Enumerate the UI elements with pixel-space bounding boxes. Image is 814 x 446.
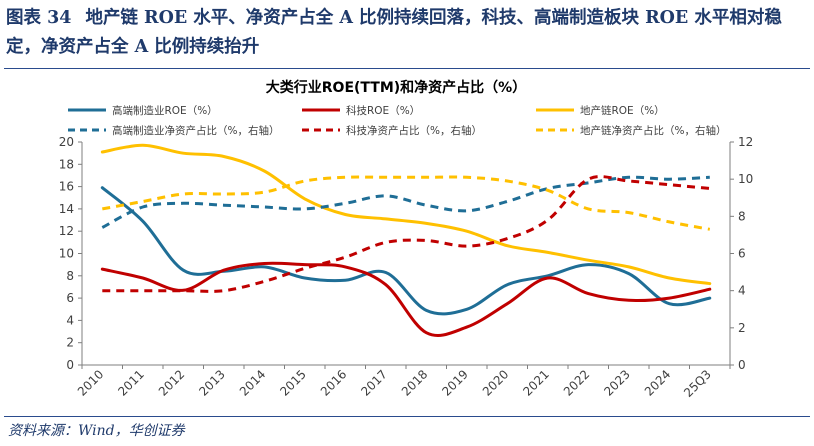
source-note: 资料来源：Wind，华创证券	[8, 423, 185, 439]
legend-label-5: 科技净资产占比（%，右轴）	[346, 124, 482, 137]
x-tick-label: 2014	[237, 367, 268, 398]
left-tick-label: 4	[66, 313, 74, 327]
left-tick-label: 8	[66, 269, 74, 283]
x-tick-label: 2021	[520, 367, 551, 398]
legend-label-4: 高端制造业净资产占比（%，右轴）	[112, 124, 279, 137]
legend-label-6: 地产链净资产占比（%，右轴）	[580, 124, 726, 137]
left-tick-label: 10	[59, 247, 74, 261]
legend-label-3: 地产链ROE（%）	[580, 104, 665, 117]
left-tick-label: 20	[59, 135, 74, 149]
x-tick-label: 2012	[156, 367, 187, 398]
chart-legend: 高端制造业ROE（%） 科技ROE（%） 地产链ROE（%） 高端制造业净资产占比（%…	[68, 104, 726, 137]
series-line-2	[100, 261, 712, 337]
left-tick-label: 16	[59, 180, 74, 194]
figure-label: 图表 34	[6, 8, 72, 28]
roe-net-asset-chart: 大类行业ROE(TTM)和净资产占比（%） 高端制造业ROE（%） 科技ROE（%…	[59, 79, 754, 400]
top-rule	[4, 68, 810, 69]
left-tick-label: 18	[59, 157, 74, 171]
chart-title: 大类行业ROE(TTM)和净资产占比（%）	[266, 79, 526, 96]
right-tick-label: 12	[738, 135, 753, 149]
x-tick-label: 2015	[277, 367, 308, 398]
x-tick-label: 2010	[75, 367, 106, 398]
series-line-4	[101, 175, 710, 229]
figure-title-text: 地产链 ROE 水平、净资产占全 A 比例持续回落，科技、高端制造板块 ROE …	[6, 8, 782, 57]
right-tick-label: 10	[738, 172, 753, 186]
right-tick-label: 4	[738, 284, 746, 298]
x-tick-label: 2011	[115, 367, 146, 398]
figure-title: 图表 34 地产链 ROE 水平、净资产占全 A 比例持续回落，科技、高端制造板块…	[6, 4, 810, 62]
x-tick-label: 2024	[642, 367, 673, 398]
x-tick-label: 2013	[196, 367, 227, 398]
legend-label-2: 科技ROE（%）	[346, 104, 420, 117]
left-tick-label: 12	[59, 224, 74, 238]
left-tick-label: 0	[66, 358, 74, 372]
x-tick-label: 2018	[399, 367, 430, 398]
left-tick-label: 2	[66, 336, 74, 350]
bottom-rule	[4, 416, 810, 417]
x-tick-label: 2019	[439, 367, 470, 398]
left-tick-label: 6	[66, 291, 74, 305]
left-tick-label: 14	[59, 202, 74, 216]
series-line-3	[100, 143, 712, 286]
series-line-6	[102, 175, 711, 231]
x-tick-label: 2020	[480, 367, 511, 398]
x-tick-label: 2023	[601, 367, 632, 398]
x-tick-label: 25Q3	[681, 367, 714, 400]
x-tick-label: 2016	[318, 367, 349, 398]
chart-series	[100, 143, 712, 337]
x-tick-label: 2017	[358, 367, 389, 398]
right-tick-label: 2	[738, 321, 746, 335]
x-tick-label: 2022	[561, 367, 592, 398]
series-line-1	[100, 186, 712, 316]
right-tick-label: 8	[738, 209, 746, 223]
right-tick-label: 0	[738, 358, 746, 372]
chart-axes: 0 2 4 6 8 10 12 14 16 18 20 0 2 4 6 8 10 12 2010 2011 2012 20…	[59, 135, 754, 400]
right-tick-label: 6	[738, 247, 746, 261]
legend-label-1: 高端制造业ROE（%）	[112, 104, 218, 117]
series-line-5	[102, 175, 710, 293]
